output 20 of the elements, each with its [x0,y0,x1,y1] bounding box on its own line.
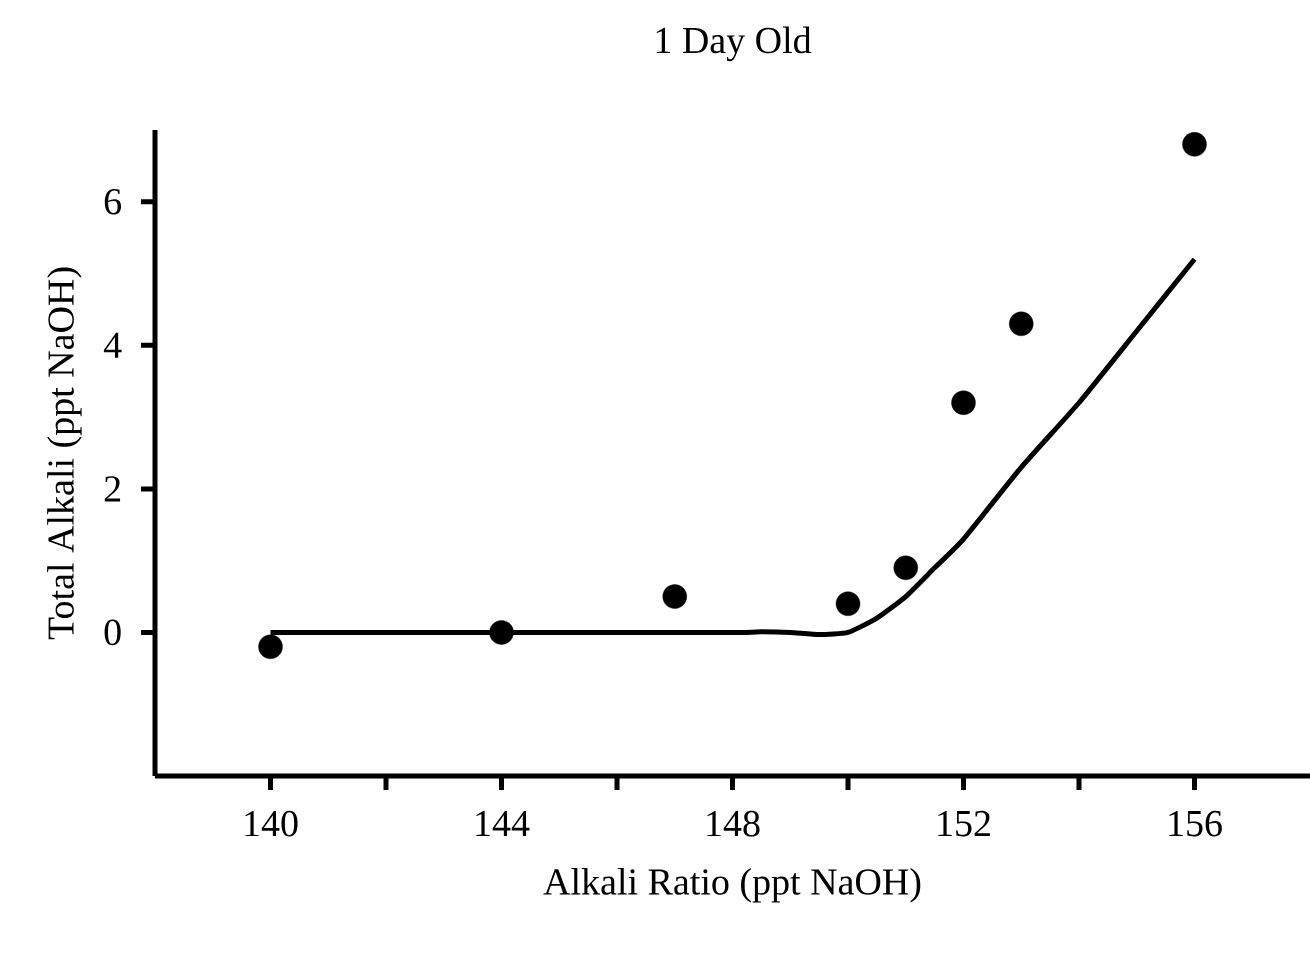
y-tick-label: 4 [103,332,122,358]
point [258,634,283,659]
y-tick-label: 2 [104,476,121,502]
point [489,620,514,645]
x-tick-label: 144 [476,810,530,836]
x-tick-label: 152 [938,810,990,837]
x-tick-label: 148 [707,810,760,837]
x-tick-label: 156 [1169,810,1222,837]
point [893,555,918,581]
point [1182,132,1207,157]
point [951,390,976,415]
point [835,591,861,616]
y-tick-label: 6 [104,189,122,215]
x-axis-title: Alkali Ratio (ppt NaOH) [543,868,921,903]
chart-title: 1 Day Old [656,26,812,62]
x-tick-label: 140 [245,810,298,837]
point [1009,311,1034,336]
y-tick-label: 0 [104,619,121,646]
y-axis-title: Total Alkali (ppt NaOH) [47,267,82,640]
point [662,584,687,609]
